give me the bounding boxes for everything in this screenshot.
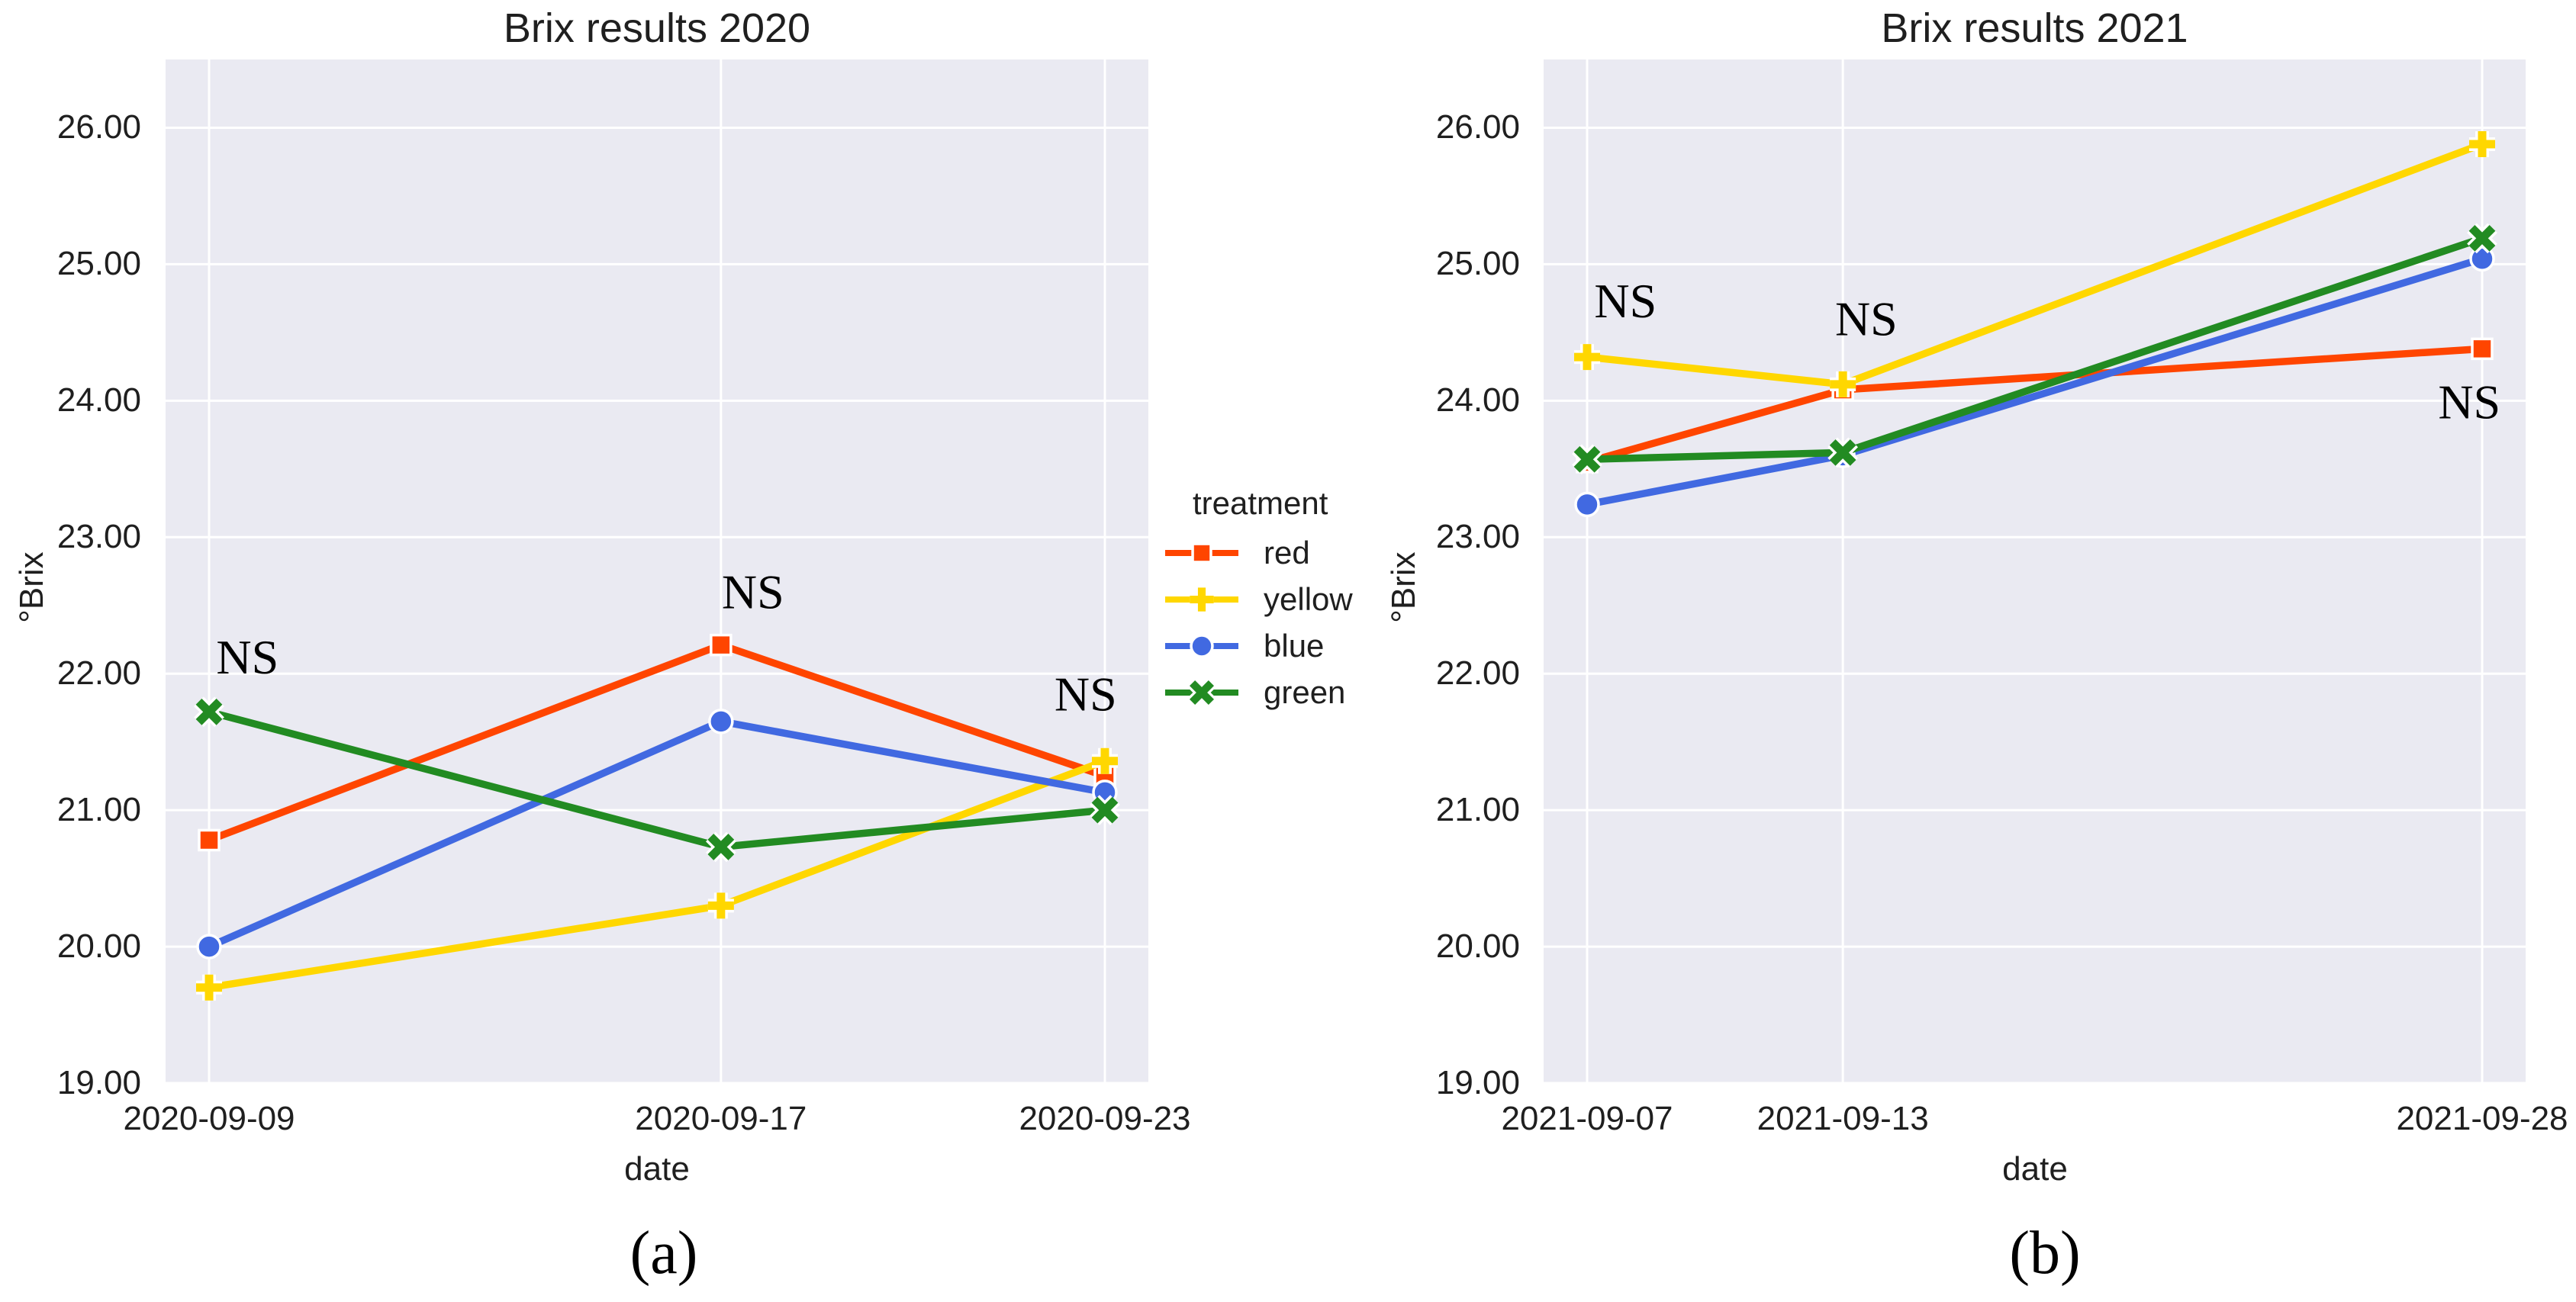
x-tick-label: 2021-09-13 [1757, 1100, 1929, 1137]
yellow-marker [2469, 130, 2495, 157]
legend-label: red [1264, 534, 1310, 571]
green-marker [194, 696, 224, 728]
annotation-ns: NS [1835, 291, 1898, 346]
legend-x-icon [1165, 678, 1238, 706]
y-tick-label: 26.00 [56, 108, 141, 146]
y-tick-label: 22.00 [1435, 654, 1520, 693]
chart-2020-title: Brix results 2020 [503, 5, 811, 51]
series-red [1576, 337, 2494, 474]
red-marker [710, 633, 733, 657]
yellow-marker [196, 974, 222, 1001]
legend-plus-icon [1165, 587, 1238, 612]
chart-2020-caption: (a) [630, 1220, 698, 1287]
y-tick-label: 24.00 [1435, 381, 1520, 420]
y-tick-label: 19.00 [56, 1064, 141, 1101]
y-tick-label: 21.00 [1435, 791, 1520, 829]
green-marker [2467, 223, 2497, 254]
y-tick-label: 19.00 [1435, 1064, 1520, 1101]
gridlines [1544, 59, 2526, 1085]
annotation-ns: NS [216, 630, 279, 684]
annotation-ns: NS [1594, 274, 1657, 328]
chart-2021-plot-area: NS NS NS [1544, 59, 2526, 1085]
chart-2020-plot-area: NS NS NS [166, 59, 1148, 1085]
legend-items: red yellow blue green [1165, 529, 1353, 715]
series-yellow [1574, 130, 2495, 397]
y-tick-label: 24.00 [56, 381, 141, 420]
series-blue [1574, 246, 2495, 518]
legend: treatment red yellow blue green [1165, 485, 1353, 715]
x-tick-label: 2020-09-17 [635, 1100, 807, 1137]
legend-item-green: green [1165, 669, 1353, 715]
yellow-marker [707, 892, 734, 919]
chart-2021-plot-svg: NS NS NS [1544, 59, 2526, 1085]
x-tick-label: 2021-09-28 [2396, 1100, 2568, 1137]
legend-item-blue: blue [1165, 622, 1353, 669]
y-tick-label: 20.00 [1435, 927, 1520, 966]
legend-item-red: red [1165, 529, 1353, 576]
green-marker [1827, 437, 1859, 468]
y-tick-label: 23.00 [1435, 518, 1520, 556]
chart-2021-x-axis-label: date [2002, 1150, 2068, 1188]
legend-circle-icon [1165, 633, 1238, 658]
y-tick-label: 23.00 [56, 518, 141, 556]
y-tick-label: 26.00 [1435, 108, 1520, 146]
legend-item-yellow: yellow [1165, 576, 1353, 622]
y-tick-label: 22.00 [56, 654, 141, 693]
x-tick-label: 2020-09-09 [123, 1100, 295, 1137]
green-marker [1572, 444, 1602, 475]
chart-2020-y-axis-label: °Brix [13, 551, 50, 623]
x-tick-label: 2020-09-23 [1019, 1100, 1191, 1137]
blue-marker [708, 709, 734, 735]
y-tick-label: 20.00 [56, 927, 141, 966]
green-marker [705, 831, 736, 863]
green-marker [1090, 795, 1120, 825]
yellow-marker [1092, 747, 1118, 774]
y-tick-label: 21.00 [56, 791, 141, 829]
legend-green-marker [1187, 678, 1216, 706]
yellow-marker [1830, 371, 1856, 397]
legend-red-marker [1191, 542, 1212, 564]
chart-2021-y-axis-label: °Brix [1385, 551, 1422, 623]
blue-marker [196, 934, 222, 960]
legend-label: yellow [1264, 580, 1353, 617]
series-green [194, 696, 1120, 863]
blue-marker [1574, 491, 1600, 518]
gridlines [166, 59, 1148, 1085]
annotation-ns: NS [722, 564, 784, 619]
annotation-ns: NS [1055, 667, 1117, 722]
red-marker [198, 828, 221, 852]
chart-2021-caption: (b) [2009, 1220, 2081, 1287]
legend-blue-marker [1190, 633, 1214, 658]
legend-label: green [1264, 674, 1346, 710]
series-yellow [196, 747, 1118, 1001]
legend-title: treatment [1193, 485, 1328, 521]
legend-label: blue [1264, 627, 1325, 664]
red-marker [2471, 337, 2494, 361]
chart-2021-title: Brix results 2021 [1881, 5, 2188, 51]
annotation-ns: NS [2438, 375, 2500, 429]
legend-square-icon [1165, 542, 1238, 564]
y-tick-label: 25.00 [56, 245, 141, 283]
series-green [1572, 223, 2497, 475]
y-tick-label: 25.00 [1435, 245, 1520, 283]
x-tick-label: 2021-09-07 [1501, 1100, 1673, 1137]
legend-yellow-marker [1190, 587, 1214, 612]
chart-2020-plot-svg: NS NS NS [166, 59, 1148, 1085]
chart-2020-x-axis-label: date [624, 1150, 690, 1188]
yellow-marker [1574, 344, 1600, 371]
